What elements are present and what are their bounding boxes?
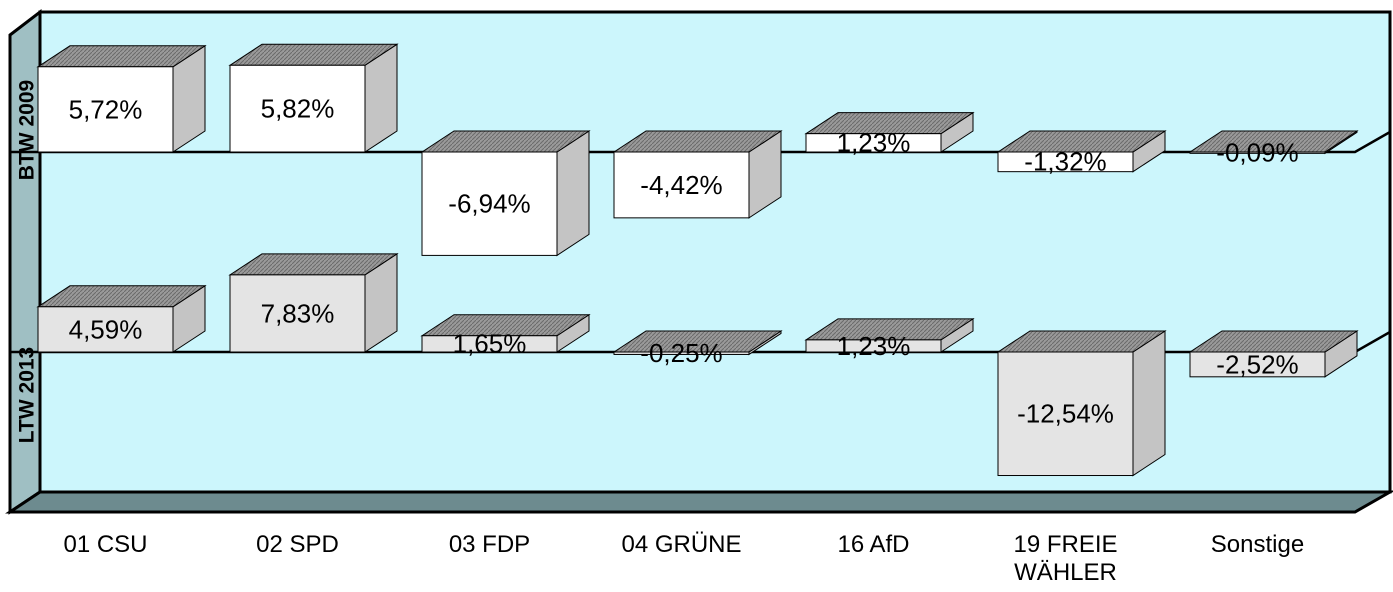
bar xyxy=(36,44,207,153)
x-tick-label: 04 GRÜNE xyxy=(621,531,742,558)
value-label: -2,52% xyxy=(1216,349,1298,379)
bar xyxy=(36,284,207,353)
bar-front xyxy=(805,133,942,153)
value-label: -12,54% xyxy=(1017,399,1114,429)
bar xyxy=(228,43,399,153)
bar-front xyxy=(1189,351,1326,378)
bar-front xyxy=(229,64,366,153)
bar xyxy=(612,330,783,356)
value-label: 5,72% xyxy=(69,94,143,124)
bar-front xyxy=(37,306,174,353)
bar-front xyxy=(613,351,750,355)
bar xyxy=(612,130,783,219)
value-label: 1,65% xyxy=(453,329,527,359)
bar-front xyxy=(421,335,558,353)
x-tick-label: 03 FDP xyxy=(448,531,531,558)
bar xyxy=(420,130,591,257)
floor xyxy=(5,490,1393,514)
bar-front xyxy=(997,151,1134,173)
bar xyxy=(804,317,975,353)
row-label: BTW 2009 xyxy=(16,80,39,180)
x-tick-label: 19 FREIE WÄHLER xyxy=(1013,531,1118,586)
value-label: 4,59% xyxy=(69,314,143,344)
bar-front xyxy=(997,351,1134,477)
bar xyxy=(996,130,1167,173)
bar xyxy=(1188,330,1359,378)
bar-side xyxy=(1132,330,1166,477)
value-label: -0,09% xyxy=(1216,138,1298,168)
x-tick-label: Sonstige xyxy=(1210,531,1305,558)
value-label: 7,83% xyxy=(261,298,335,328)
value-label: -4,42% xyxy=(640,170,722,200)
bar-front xyxy=(805,339,942,353)
bar xyxy=(804,111,975,153)
x-tick-label: 16 AfD xyxy=(837,531,910,558)
value-label: 5,82% xyxy=(261,94,335,124)
value-label: -0,25% xyxy=(640,338,722,368)
bar-front xyxy=(421,151,558,256)
value-label: 1,23% xyxy=(837,331,911,361)
bar xyxy=(420,313,591,353)
bar-front xyxy=(613,151,750,219)
value-label: -6,94% xyxy=(448,189,530,219)
bar-front xyxy=(1189,151,1326,154)
x-tick-label: 01 CSU xyxy=(63,531,148,558)
bar-side xyxy=(556,130,590,257)
bar-front xyxy=(229,274,366,353)
row-label: LTW 2013 xyxy=(16,347,39,443)
value-label: -1,32% xyxy=(1024,147,1106,177)
bar xyxy=(996,330,1167,477)
x-tick-label: 02 SPD xyxy=(256,531,339,558)
value-label: 1,23% xyxy=(837,128,911,158)
bar-front xyxy=(37,66,174,153)
bar xyxy=(1188,130,1359,155)
bar xyxy=(228,252,399,353)
